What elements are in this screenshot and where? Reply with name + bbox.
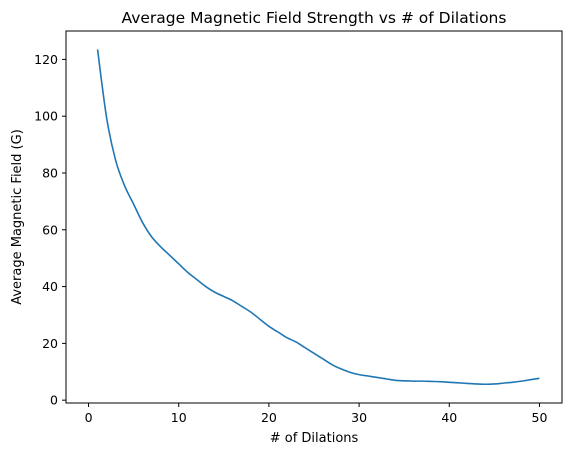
y-axis: 0 20 40 60 80 100 120 — [34, 52, 66, 408]
y-tick-label: 80 — [42, 165, 58, 180]
x-tick-label: 30 — [351, 410, 367, 425]
chart-title: Average Magnetic Field Strength vs # of … — [122, 9, 507, 27]
y-tick-label: 60 — [42, 222, 58, 237]
plot-frame — [65, 30, 563, 404]
x-tick-label: 20 — [261, 410, 277, 425]
y-tick-label: 120 — [34, 52, 58, 67]
x-axis-label: # of Dilations — [270, 431, 359, 446]
y-tick-label: 20 — [42, 336, 58, 351]
x-tick-label: 0 — [85, 410, 93, 425]
y-tick-label: 100 — [34, 109, 58, 124]
y-axis-label: Average Magnetic Field (G) — [10, 129, 25, 305]
x-tick-label: 40 — [441, 410, 457, 425]
series-line — [96, 49, 540, 386]
x-axis: 0 10 20 30 40 50 — [85, 403, 548, 425]
y-tick-label: 40 — [42, 279, 58, 294]
y-tick-label: 0 — [50, 393, 58, 408]
x-tick-label: 50 — [532, 410, 548, 425]
plot-area — [96, 49, 540, 386]
x-tick-label: 10 — [171, 410, 187, 425]
